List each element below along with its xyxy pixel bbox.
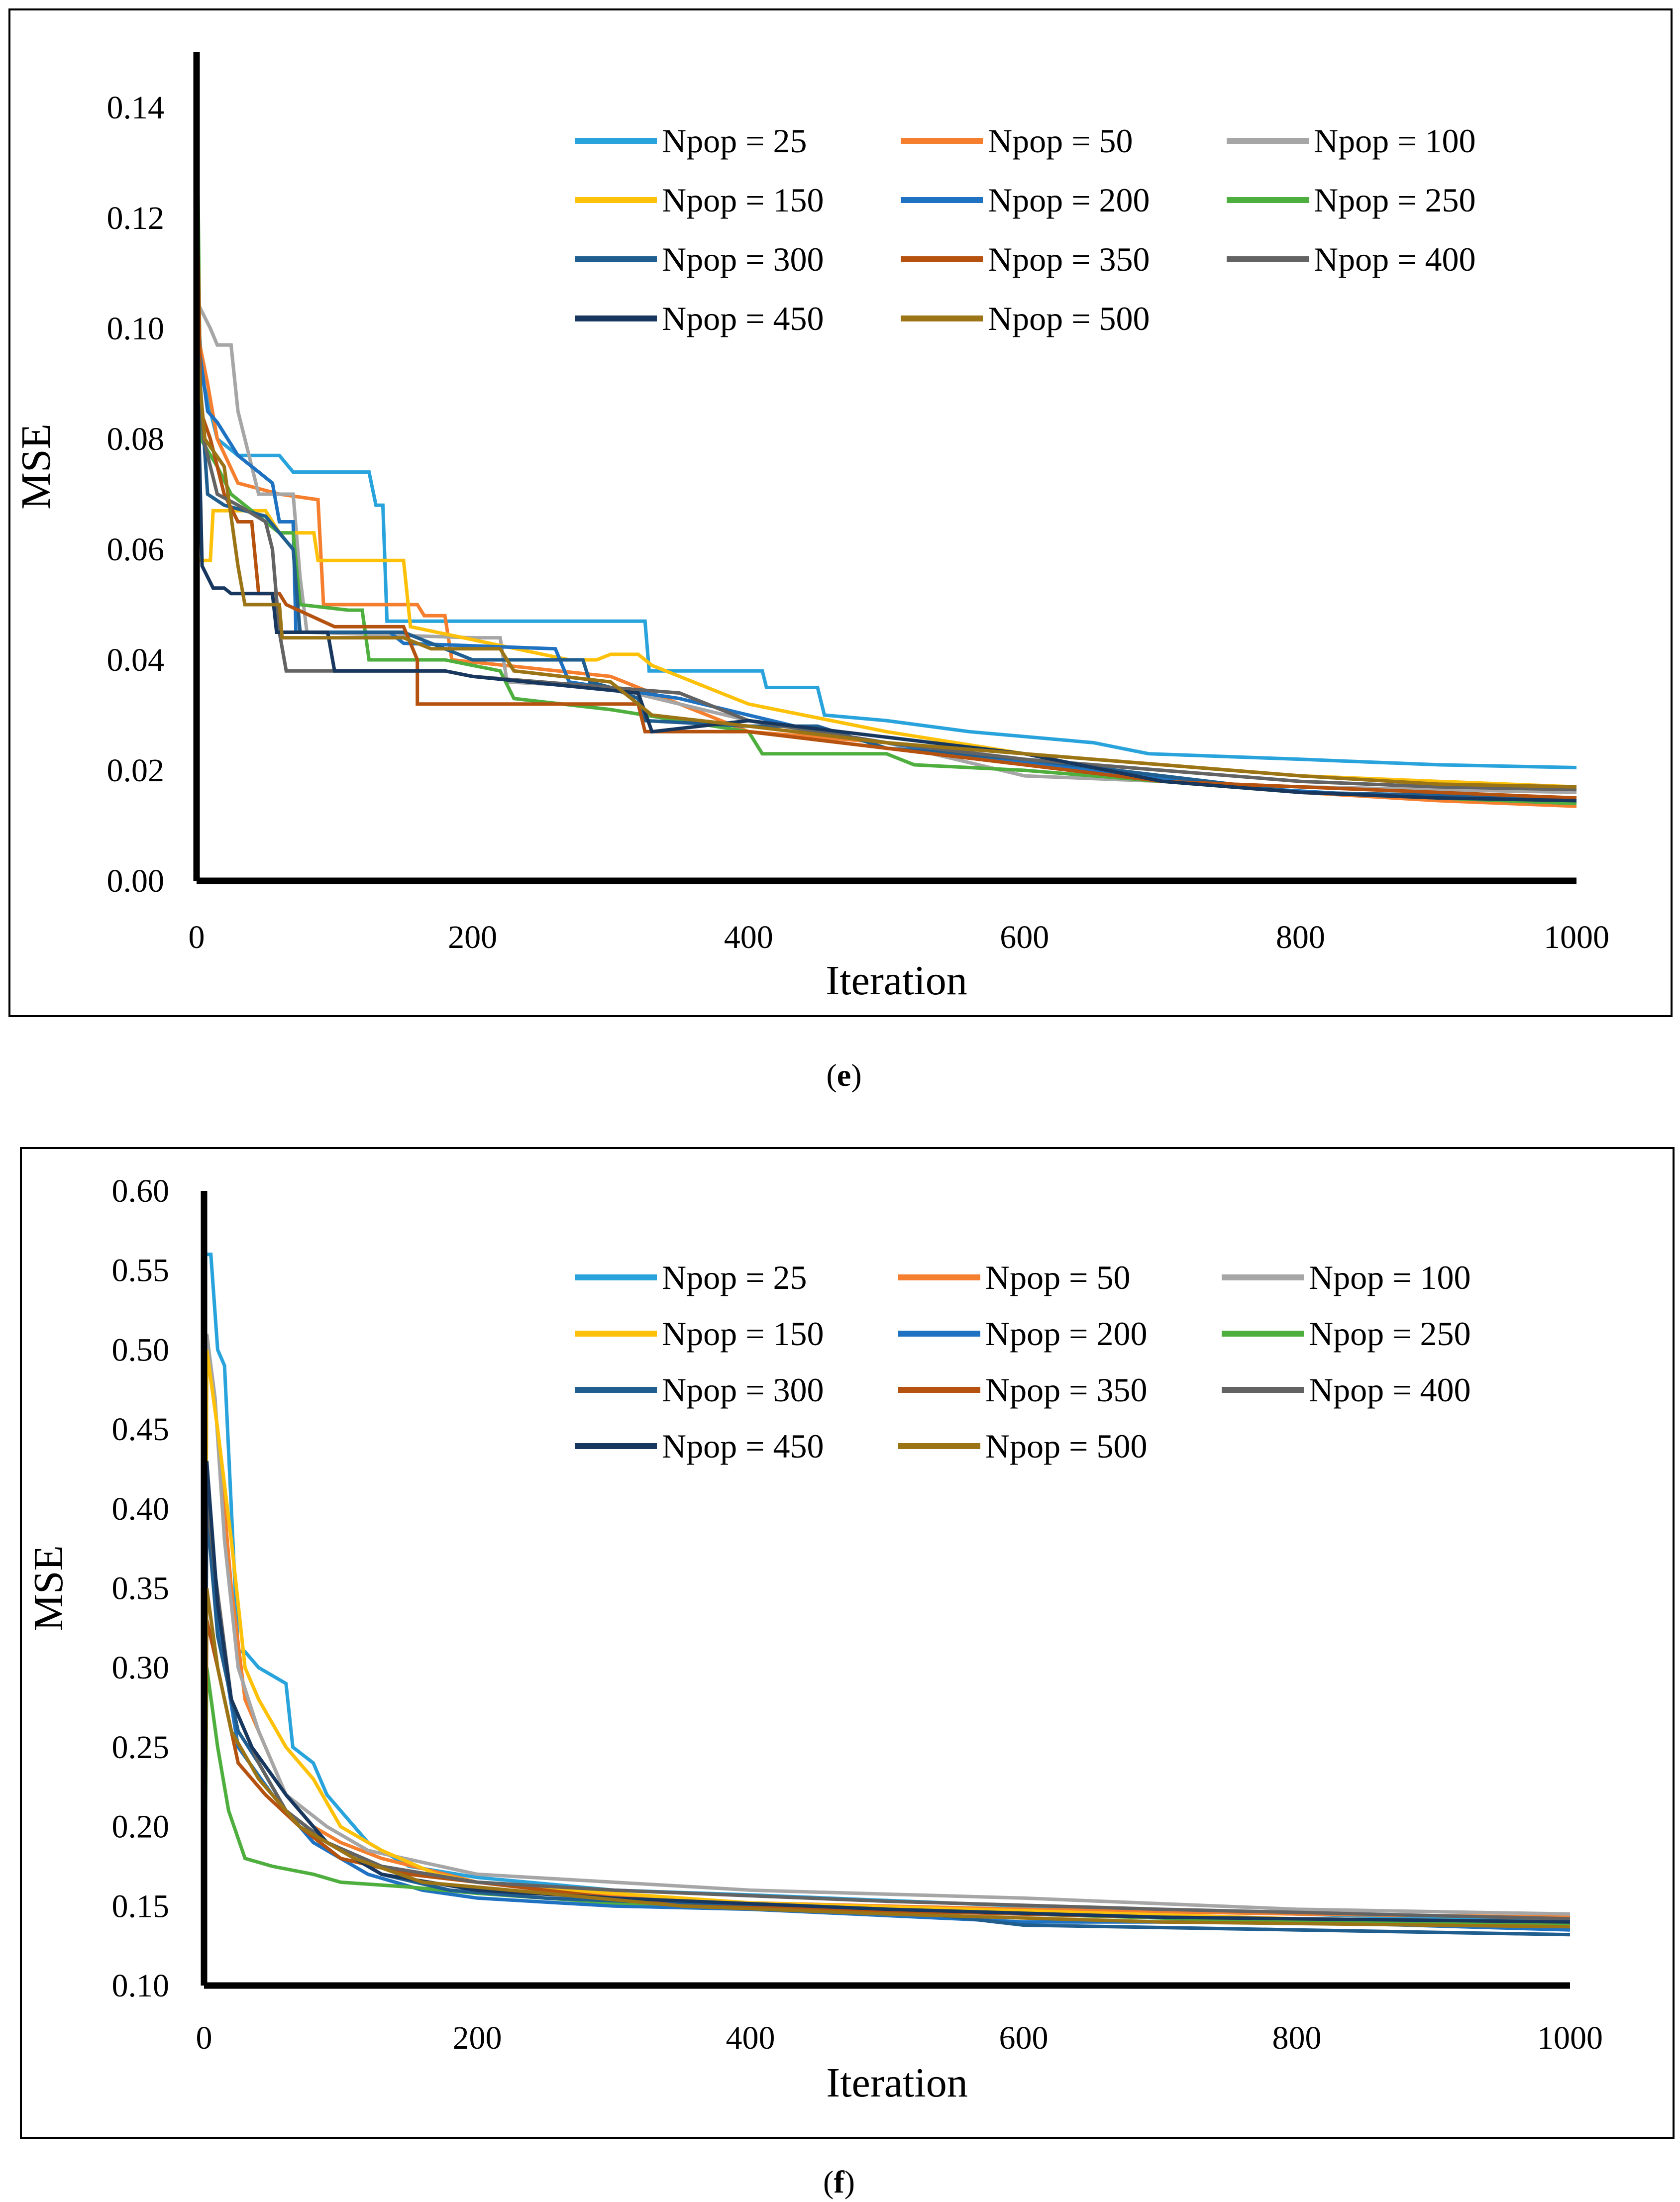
x-tick-label: 400 <box>724 919 773 955</box>
x-axis-title: Iteration <box>826 2060 968 2106</box>
legend-label-npop-500: Npop = 500 <box>985 1427 1147 1465</box>
series-line-npop-200 <box>195 328 1577 806</box>
series-line-npop-100 <box>195 300 1577 794</box>
y-tick-label: 0.60 <box>112 1173 170 1209</box>
y-tick-label: 0.25 <box>112 1729 170 1766</box>
legend-label-npop-50: Npop = 50 <box>985 1258 1130 1296</box>
series-line-npop-250 <box>202 1667 1571 1986</box>
y-tick-label: 0.50 <box>112 1332 170 1368</box>
y-tick-label: 0.15 <box>112 1888 170 1924</box>
series-line-npop-450 <box>195 328 1577 803</box>
legend-label-npop-400: Npop = 400 <box>1314 240 1475 278</box>
panel-caption-f: (f) <box>823 2164 855 2200</box>
x-tick-label: 800 <box>1272 2020 1322 2056</box>
legend-label-npop-400: Npop = 400 <box>1309 1371 1470 1409</box>
legend: Npop = 25 Npop = 50 Npop = 100 Npop = 150 Np… <box>575 122 1475 337</box>
x-tick-label: 0 <box>189 919 205 955</box>
series-line-npop-500 <box>195 344 1577 789</box>
legend-label-npop-150: Npop = 150 <box>662 1315 824 1353</box>
panel-caption-e: (e) <box>826 1057 862 1093</box>
series-line-npop-50 <box>202 1349 1571 1986</box>
series-line-npop-350 <box>195 151 1577 800</box>
chart-panel-e <box>8 8 1673 1017</box>
series-line-npop-150 <box>197 509 1577 789</box>
legend-label-npop-300: Npop = 300 <box>662 1371 824 1409</box>
legend-label-npop-350: Npop = 350 <box>988 240 1150 278</box>
y-tick-label: 0.10 <box>112 1968 170 2004</box>
legend-label-npop-100: Npop = 100 <box>1314 122 1475 160</box>
legend-label-npop-50: Npop = 50 <box>988 122 1133 160</box>
series-line-npop-500 <box>202 1588 1571 1986</box>
y-axis-title: MSE <box>25 1545 72 1631</box>
y-tick-label: 0.00 <box>107 863 165 899</box>
legend-label-npop-450: Npop = 450 <box>662 300 824 337</box>
legend-label-npop-200: Npop = 200 <box>988 181 1150 219</box>
y-tick-label: 0.06 <box>107 531 165 568</box>
x-tick-label: 1000 <box>1537 2020 1603 2056</box>
y-tick-label: 0.08 <box>107 421 165 457</box>
legend-label-npop-350: Npop = 350 <box>985 1371 1147 1409</box>
y-tick-label: 0.55 <box>112 1253 170 1289</box>
y-tick-label: 0.35 <box>112 1571 170 1607</box>
x-tick-label: 600 <box>1000 919 1049 955</box>
legend-label-npop-250: Npop = 250 <box>1309 1315 1470 1353</box>
y-tick-label: 0.10 <box>107 311 165 347</box>
x-tick-label: 200 <box>448 919 497 955</box>
x-tick-label: 400 <box>726 2020 775 2056</box>
y-tick-label: 0.04 <box>107 642 165 678</box>
x-tick-label: 0 <box>196 2020 212 2056</box>
series-line-npop-150 <box>202 1349 1571 1986</box>
chart-e: 0.00 0.02 0.04 0.06 0.08 0.10 0.12 0.14 0 200 400 6… <box>13 52 1609 1004</box>
y-axis-title: MSE <box>13 423 59 510</box>
y-tick-label: 0.12 <box>107 200 165 236</box>
x-tick-label: 800 <box>1276 919 1325 955</box>
y-tick-label: 0.20 <box>112 1809 170 1845</box>
series-line-npop-25 <box>195 301 1577 769</box>
legend-label-npop-25: Npop = 25 <box>662 1258 807 1296</box>
x-tick-label: 1000 <box>1544 919 1609 955</box>
y-tick-label: 0.14 <box>107 90 165 126</box>
legend-label-npop-500: Npop = 500 <box>988 300 1150 337</box>
series-line-npop-250 <box>195 52 1577 806</box>
legend-label-npop-250: Npop = 250 <box>1314 181 1475 219</box>
legend-label-npop-450: Npop = 450 <box>662 1427 824 1465</box>
chart-f: 0.10 0.15 0.20 0.25 0.30 0.35 0.40 0.45 0.50 0.55… <box>25 1173 1603 2106</box>
x-tick-label: 200 <box>453 2020 502 2056</box>
legend-label-npop-150: Npop = 150 <box>662 181 824 219</box>
legend-label-npop-25: Npop = 25 <box>662 122 807 160</box>
y-tick-label: 0.40 <box>112 1491 170 1527</box>
legend: Npop = 25 Npop = 50 Npop = 100 Npop = 150 Np… <box>575 1258 1470 1465</box>
legend-label-npop-200: Npop = 200 <box>985 1315 1147 1353</box>
chart-panel-f <box>20 1147 1675 2139</box>
legend-label-npop-100: Npop = 100 <box>1309 1258 1470 1296</box>
x-tick-label: 600 <box>999 2020 1049 2056</box>
y-tick-label: 0.02 <box>107 752 165 789</box>
x-axis-title: Iteration <box>826 957 967 1004</box>
y-tick-label: 0.45 <box>112 1411 170 1448</box>
y-tick-label: 0.30 <box>112 1650 170 1686</box>
legend-label-npop-300: Npop = 300 <box>662 240 824 278</box>
